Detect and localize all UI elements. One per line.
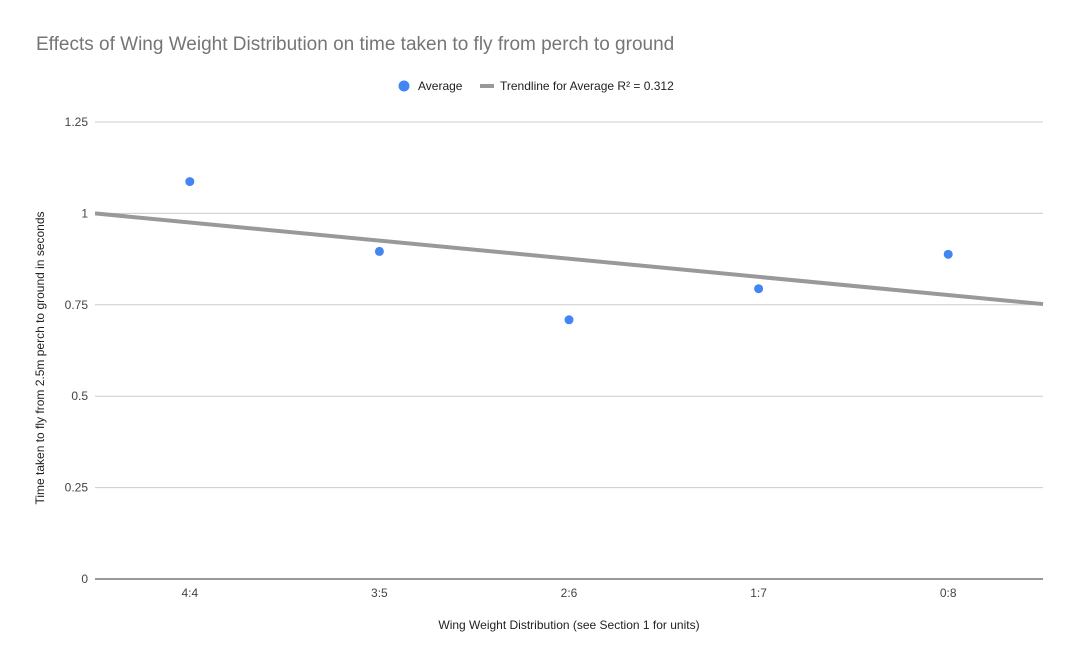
x-tick-label: 2:6 [561, 586, 578, 600]
data-point [374, 246, 384, 256]
gridlines [95, 121, 1043, 580]
x-tick-label: 0:8 [940, 586, 957, 600]
data-point [185, 177, 195, 187]
data-point [943, 249, 953, 259]
x-tick-label: 1:7 [750, 586, 767, 600]
y-axis-label: Time taken to fly from 2.5m perch to gro… [33, 211, 47, 504]
y-tick-label: 0 [81, 572, 88, 586]
y-tick-label: 0.75 [65, 298, 89, 312]
legend-label-trendline: Trendline for Average R² = 0.312 [500, 79, 674, 93]
x-tick-label: 3:5 [371, 586, 388, 600]
y-tick-label: 1 [81, 206, 88, 220]
data-point [564, 315, 574, 325]
chart-title: Effects of Wing Weight Distribution on t… [36, 34, 675, 55]
data-points [185, 177, 953, 325]
x-tick-labels: 4:4 3:5 2:6 1:7 0:8 [181, 586, 956, 600]
data-point [754, 284, 764, 294]
y-tick-label: 1.25 [65, 115, 89, 129]
legend-marker-average [398, 80, 410, 92]
trendline [94, 211, 1044, 307]
y-tick-labels: 0 0.25 0.5 0.75 1 1.25 [65, 115, 89, 586]
legend: Average Trendline for Average R² = 0.312 [398, 79, 674, 93]
x-axis-label: Wing Weight Distribution (see Section 1 … [438, 618, 699, 632]
y-tick-label: 0.25 [65, 481, 89, 495]
y-tick-label: 0.5 [71, 389, 88, 403]
x-tick-label: 4:4 [181, 586, 198, 600]
trendline-layer [94, 211, 1044, 307]
legend-label-average: Average [418, 79, 463, 93]
